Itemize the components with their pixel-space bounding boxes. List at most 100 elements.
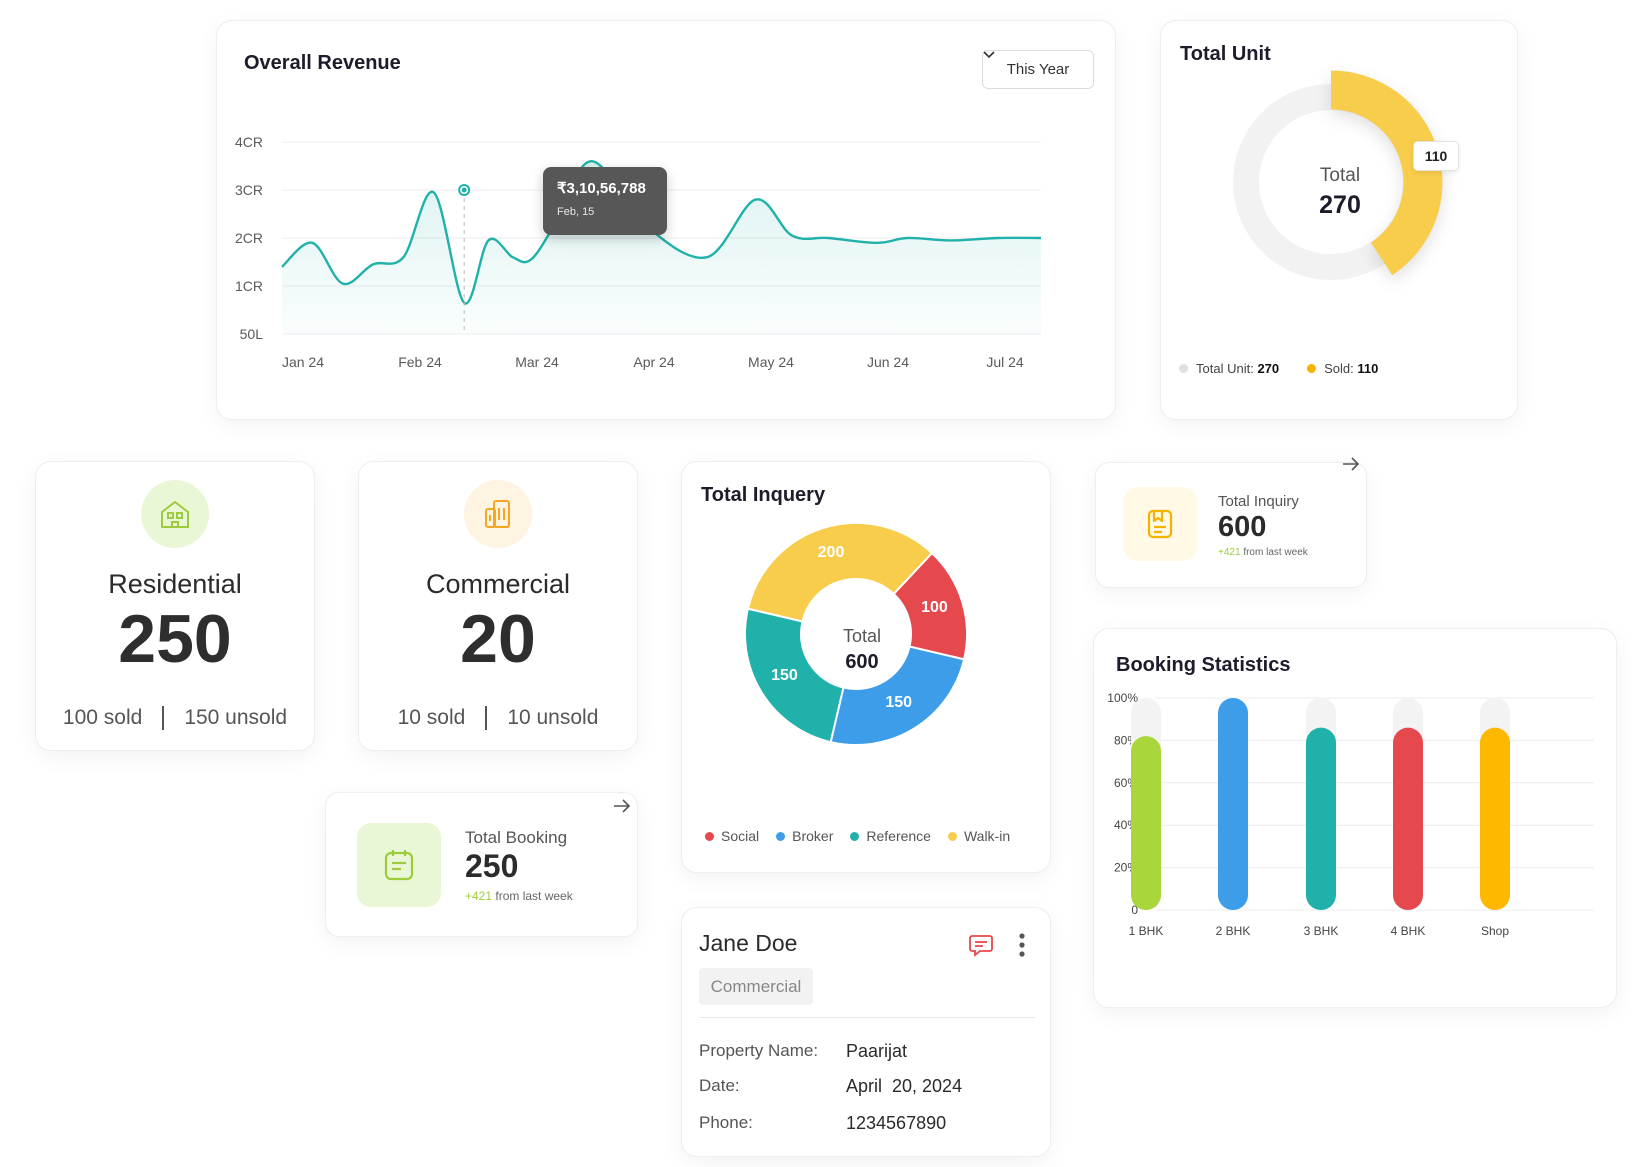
date-value: April 20, 2024 xyxy=(846,1076,963,1096)
y-tick-label: 0 xyxy=(1131,903,1138,917)
phone-label: Phone: xyxy=(699,1113,753,1132)
highlight-point-core xyxy=(461,187,467,193)
bar-2-bhk[interactable] xyxy=(1218,698,1248,910)
inquiry-segment-label: 100 xyxy=(921,599,948,616)
divider xyxy=(699,1017,1035,1018)
legend-item-social: Social xyxy=(705,828,759,844)
inquiry-center: Total 600 xyxy=(822,626,902,674)
y-tick-label: 100% xyxy=(1107,691,1138,705)
total-booking-delta: +421 from last week xyxy=(465,889,573,903)
inquiry-center-value: 600 xyxy=(845,651,879,673)
residential-label: Residential xyxy=(108,569,242,599)
total-unit-center-value: 270 xyxy=(1319,191,1361,219)
property-name-label: Property Name: xyxy=(699,1041,819,1060)
arrow-right-icon[interactable] xyxy=(613,799,631,818)
legend-label: Walk-in xyxy=(963,828,1011,844)
bar-3-bhk[interactable] xyxy=(1306,727,1336,910)
tooltip-date: Feb, 15 xyxy=(557,206,595,218)
total-booking-card[interactable]: Total Booking 250 +421 from last week xyxy=(325,792,638,937)
delta-value: +421 xyxy=(465,889,493,903)
total-unit-center-label: Total xyxy=(1319,165,1361,186)
delta-suffix: from last week xyxy=(495,889,573,903)
residential-sold: 100 sold xyxy=(62,706,143,729)
property-name-value: Paarijat xyxy=(846,1041,908,1061)
total-booking-value: 250 xyxy=(465,848,519,884)
total-unit-center: Total 270 xyxy=(1290,165,1390,220)
y-tick-label: 2CR xyxy=(235,230,263,246)
total-inquiry-card: Total Inquery xyxy=(681,461,1051,873)
commercial-value: 20 xyxy=(460,601,536,677)
house-icon xyxy=(141,480,209,548)
divider xyxy=(162,706,165,730)
date-label: Date: xyxy=(699,1076,740,1095)
bar-1-bhk[interactable] xyxy=(1131,736,1161,910)
bar-4-bhk[interactable] xyxy=(1393,727,1423,910)
legend-label: Reference xyxy=(866,828,931,844)
x-tick-label: 3 BHK xyxy=(1304,924,1339,938)
delta-suffix: from last week xyxy=(1243,547,1308,558)
chat-icon[interactable] xyxy=(968,932,994,963)
residential-card[interactable]: Residential 250 100 sold 150 unsold xyxy=(35,461,315,751)
legend-dot xyxy=(850,831,860,841)
residential-unsold: 150 unsold xyxy=(184,706,288,729)
inquiry-segment-reference[interactable] xyxy=(744,607,845,744)
legend-sold-label: Sold: xyxy=(1324,361,1354,376)
y-tick-label: 50L xyxy=(240,326,264,342)
legend-dot xyxy=(947,831,957,841)
commercial-unsold: 10 unsold xyxy=(507,706,599,729)
x-tick-label: Jul 24 xyxy=(986,354,1024,370)
x-tick-label: Mar 24 xyxy=(515,354,559,370)
legend-item-broker: Broker xyxy=(776,828,833,844)
property-type-tag: Commercial xyxy=(699,968,813,1005)
x-tick-label: 1 BHK xyxy=(1129,924,1164,938)
arrow-right-icon[interactable] xyxy=(1342,457,1360,476)
bar-shop[interactable] xyxy=(1480,727,1510,910)
contact-card: Jane Doe Commercial Property Name: Paari… xyxy=(681,907,1051,1157)
booking-statistics-card: Booking Statistics 0 20% 40% 60% 80% 100% 1 BH… xyxy=(1093,628,1617,1008)
inquiry-segment-label: 150 xyxy=(771,666,798,684)
overall-revenue-title: Overall Revenue xyxy=(244,52,401,74)
total-unit-legend: Total Unit: 270 Sold: 110 xyxy=(1179,361,1378,376)
more-vertical-icon[interactable] xyxy=(1018,932,1026,963)
revenue-line-chart: 4CR 3CR 2CR 1CR 50L Jan 24 Feb 24 Mar 24 Apr 24 M… xyxy=(235,134,1042,370)
booking-statistics-title: Booking Statistics xyxy=(1116,654,1291,676)
legend-item-reference: Reference xyxy=(850,828,931,844)
legend-label: Social xyxy=(721,828,760,844)
bookmark-doc-icon xyxy=(1123,487,1197,561)
legend-sold-value: 110 xyxy=(1357,361,1379,376)
legend-label: Broker xyxy=(792,828,834,844)
y-tick-label: 1CR xyxy=(235,278,263,294)
period-dropdown[interactable]: This Year xyxy=(982,50,1094,89)
commercial-card[interactable]: Commercial 20 10 sold 10 unsold xyxy=(358,461,638,751)
contact-name: Jane Doe xyxy=(699,930,798,956)
booking-bar-chart: 020%40%60%80%100%1 BHK 2 BHK 3 BHK 4 BHK Sho… xyxy=(1107,691,1594,938)
tooltip-value: ₹3,10,56,788 xyxy=(557,180,646,197)
residential-value: 250 xyxy=(118,601,232,677)
legend-item-walk-in: Walk-in xyxy=(947,828,1011,844)
y-tick-label: 3CR xyxy=(235,182,263,198)
inquiry-segment-label: 150 xyxy=(885,693,913,711)
revenue-tooltip: ₹3,10,56,788 Feb, 15 xyxy=(543,167,667,235)
delta-value: +421 xyxy=(1218,547,1241,558)
total-inquiry-mini-value: 600 xyxy=(1218,511,1267,543)
revenue-area xyxy=(282,161,1041,334)
total-booking-label: Total Booking xyxy=(465,828,568,847)
commercial-sold: 10 sold xyxy=(397,706,466,729)
building-icon xyxy=(464,480,532,548)
x-tick-label: Shop xyxy=(1481,924,1509,938)
legend-dot-sold xyxy=(1307,364,1317,373)
inquiry-segment-walk-in[interactable] xyxy=(746,522,934,623)
legend-dot-total xyxy=(1179,364,1188,373)
residential-split: 100 sold 150 unsold xyxy=(36,706,314,730)
legend-dot xyxy=(776,831,786,841)
total-unit-card: Total Unit Total Unit: 270 Sold: 110 xyxy=(1160,20,1518,420)
commercial-split: 10 sold 10 unsold xyxy=(359,706,637,730)
x-tick-label: May 24 xyxy=(748,354,794,370)
x-tick-label: Jan 24 xyxy=(282,354,324,370)
x-tick-label: 2 BHK xyxy=(1216,924,1251,938)
total-inquiry-mini-label: Total Inquiry xyxy=(1218,493,1299,510)
total-inquiry-mini-delta: +421 from last week xyxy=(1218,547,1308,558)
x-tick-label: 4 BHK xyxy=(1391,924,1426,938)
inquiry-segment-broker[interactable] xyxy=(829,645,966,746)
total-inquiry-mini-card[interactable]: Total Inquiry 600 +421 from last week xyxy=(1095,457,1367,588)
